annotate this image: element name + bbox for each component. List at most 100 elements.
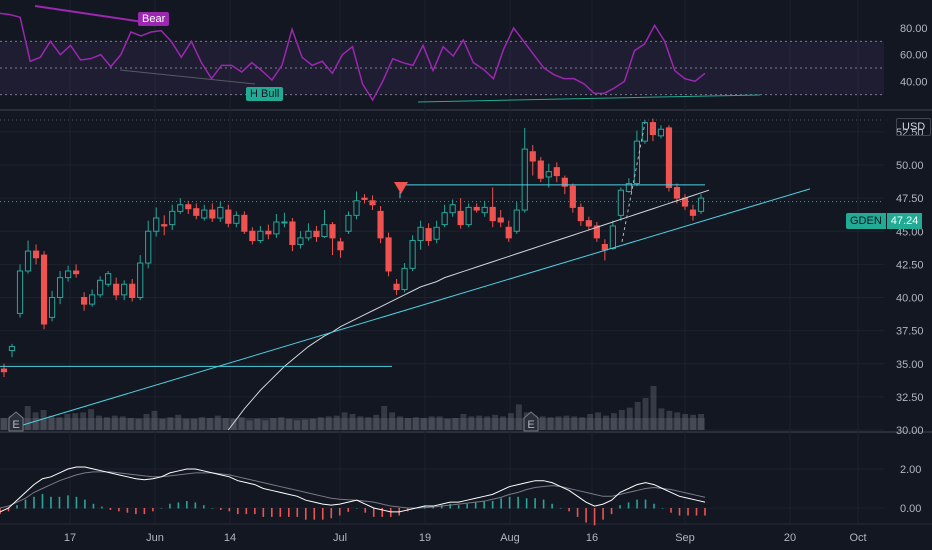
- candle: [113, 277, 120, 301]
- macd-histogram-bar: [704, 508, 706, 516]
- candle-body: [673, 187, 681, 199]
- candle: [305, 223, 312, 241]
- volume-bar: [404, 418, 411, 430]
- bear-divergence-line: [34, 5, 151, 24]
- candle: [505, 220, 512, 242]
- volume-bar: [436, 416, 443, 430]
- macd-histogram-bar: [126, 508, 129, 513]
- candle-body: [185, 204, 192, 210]
- candle: [377, 206, 384, 244]
- candle-body: [529, 151, 536, 162]
- macd-histogram-bar: [338, 508, 341, 516]
- volume-bar: [80, 412, 87, 430]
- volume-bar: [484, 416, 491, 430]
- candle: [153, 207, 160, 237]
- volume-bar: [103, 417, 110, 430]
- price-axis-label: 32.50: [896, 392, 924, 404]
- candle-body: [385, 237, 392, 272]
- macd-histogram-bar: [245, 508, 248, 515]
- candle-body: [32, 250, 40, 259]
- macd-histogram-bar: [695, 508, 698, 516]
- candle-body: [8, 346, 16, 351]
- macd-histogram-bar: [33, 496, 35, 509]
- earnings-marker-shape: [523, 411, 539, 432]
- macd-histogram-bar: [67, 495, 69, 509]
- volume-bar: [88, 409, 95, 430]
- candle-body: [361, 197, 368, 200]
- volume-bar: [325, 416, 332, 430]
- candle: [24, 240, 32, 274]
- candle: [129, 278, 136, 302]
- candle: [577, 203, 584, 226]
- candle-body: [481, 206, 488, 214]
- macd-histogram-bar: [186, 501, 188, 509]
- candle-body: [169, 210, 176, 226]
- currency-label[interactable]: USD: [896, 118, 932, 136]
- volume-bar: [428, 416, 435, 430]
- candle-body: [473, 206, 480, 211]
- macd-histogram-bar: [440, 505, 443, 509]
- candle-body: [24, 250, 32, 272]
- candle-body: [465, 206, 472, 226]
- ticker-label: GDEN: [846, 213, 886, 229]
- earnings-marker-shape: [8, 411, 24, 432]
- volume-bar: [72, 413, 79, 430]
- macd-histogram-bar: [313, 508, 316, 520]
- candle-body: [545, 171, 552, 178]
- uptrend-line: [14, 188, 811, 428]
- candle: [321, 210, 328, 238]
- candle: [97, 276, 104, 298]
- volume-ma-area: [0, 418, 705, 430]
- volume-bar: [341, 412, 348, 430]
- volume-bar: [119, 416, 126, 430]
- macd-histogram-bar: [372, 508, 375, 517]
- macd-histogram-bar: [321, 508, 324, 520]
- volume-bar: [230, 418, 237, 430]
- macd-histogram-bar: [466, 503, 468, 509]
- macd-histogram-bar: [491, 501, 494, 509]
- candle-body: [137, 262, 144, 298]
- volume-bar: [143, 414, 150, 430]
- volume-bar: [626, 407, 633, 430]
- candle: [361, 194, 368, 204]
- candle-body: [569, 185, 576, 208]
- price-axis-label: 45.00: [896, 226, 924, 238]
- price-axis-label: 37.50: [896, 326, 924, 338]
- macd-histogram-bar: [75, 496, 78, 509]
- volume-bar: [238, 417, 245, 430]
- candle: [337, 237, 344, 258]
- volume-bar: [56, 417, 63, 430]
- candle: [545, 163, 552, 188]
- rsi-line: [0, 12, 706, 102]
- candle: [601, 239, 608, 261]
- volume-bar: [48, 415, 55, 430]
- macd-histogram-bar: [457, 505, 460, 509]
- volume-bar: [199, 417, 205, 430]
- macd-histogram-bar: [627, 502, 630, 509]
- time-axis-label: Sep: [675, 532, 695, 544]
- volume-bar: [539, 416, 546, 430]
- volume-bar: [357, 416, 364, 430]
- volume-bar: [610, 413, 617, 430]
- macd-signal-line: [0, 471, 706, 509]
- macd-histogram-bar: [525, 498, 528, 509]
- macd-histogram-bar: [0, 508, 1, 515]
- candle: [217, 202, 224, 222]
- macd-histogram-bar: [636, 499, 638, 509]
- candle: [185, 200, 192, 215]
- candle: [449, 199, 456, 217]
- volume-bar: [618, 410, 625, 430]
- candle-body: [273, 221, 280, 235]
- candle: [593, 221, 600, 242]
- candle-body: [657, 128, 665, 137]
- candle-body: [193, 208, 200, 216]
- candle-body: [297, 237, 304, 245]
- price-axis-label: 40.00: [896, 293, 924, 305]
- volume-bar: [682, 414, 689, 430]
- macd-histogram-bar: [483, 501, 485, 509]
- macd-histogram-bar: [653, 503, 655, 509]
- candle: [169, 204, 176, 230]
- candle-body: [97, 279, 104, 296]
